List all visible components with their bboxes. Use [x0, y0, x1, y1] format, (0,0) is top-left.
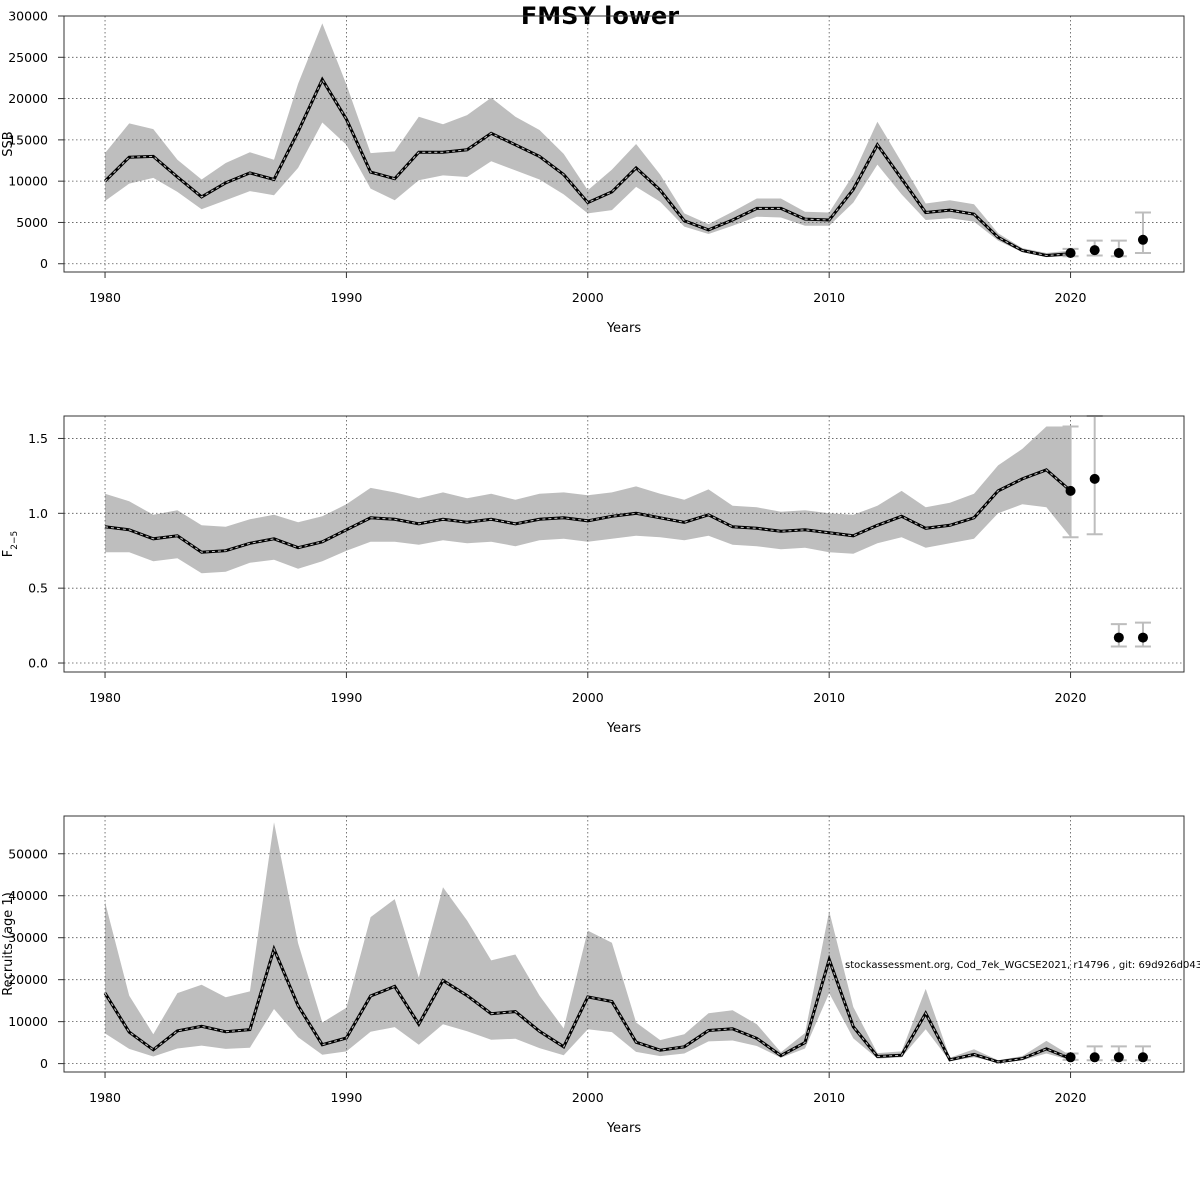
- ssb-xtick-label: 2020: [1055, 290, 1087, 305]
- fishing-mortality-forecast-point: [1113, 632, 1124, 643]
- fishing-mortality-ytick-label: 1.5: [28, 431, 48, 446]
- recruits-ytick-label: 40000: [8, 888, 48, 903]
- recruits-ytick-label: 20000: [8, 972, 48, 987]
- ssb-xtick-label: 2000: [572, 290, 604, 305]
- fishing-mortality-xaxis-label: Years: [606, 721, 642, 736]
- ssb-ytick-label: 0: [40, 256, 48, 271]
- ssb-xtick-label: 1980: [89, 290, 121, 305]
- fishing-mortality-estimate-line-overlay: [104, 469, 1071, 553]
- ssb-ytick-label: 30000: [8, 9, 48, 24]
- ssb-yaxis-label: SSB: [1, 131, 16, 156]
- fishing-mortality-plot-frame: [63, 415, 1185, 673]
- recruits-xtick-label: 1980: [89, 1090, 121, 1105]
- ssb-plot-frame: [63, 15, 1185, 273]
- ssb-forecast-point: [1089, 245, 1100, 256]
- ssb-forecast-point: [1113, 248, 1124, 259]
- ssb-xtick-label: 1990: [331, 290, 363, 305]
- ssb-xtick-label: 2010: [813, 290, 845, 305]
- recruits-forecast-point: [1113, 1052, 1124, 1063]
- fishing-mortality-forecast-point: [1065, 485, 1076, 496]
- recruits-ytick-label: 0: [40, 1056, 48, 1071]
- fishing-mortality-ytick-label: 1.0: [28, 506, 48, 521]
- fishing-mortality-xtick-label: 1980: [89, 690, 121, 705]
- ssb-panel: 1980 1990 2000 2010 2020 0 5000 10000 15000 20000…: [1, 9, 1185, 336]
- ssb-ytick-label: 5000: [16, 215, 48, 230]
- fishing-mortality-forecast-point: [1137, 632, 1148, 643]
- ssb-estimate-line-overlay: [104, 78, 1071, 257]
- recruits-confidence-band: [105, 822, 1071, 1063]
- recruitment-panel: 1980 1990 2000 2010 2020 0 10000 20000 30000 4000…: [1, 815, 1185, 1136]
- recruits-xtick-label: 2010: [813, 1090, 845, 1105]
- recruits-forecast-point: [1065, 1052, 1076, 1063]
- recruits-xtick-label: 1990: [331, 1090, 363, 1105]
- ssb-ytick-label: 10000: [8, 174, 48, 189]
- ssb-ytick-label: 15000: [8, 132, 48, 147]
- fishing-mortality-forecast-point: [1089, 473, 1100, 484]
- recruits-forecast-point: [1137, 1052, 1148, 1063]
- recruits-yaxis-label: Recruits (age 1): [1, 892, 16, 996]
- fishing-mortality-xtick-label: 2000: [572, 690, 604, 705]
- fishing-mortality-yaxis-label-subscript: 2−5: [10, 531, 20, 550]
- ssb-forecast-point: [1065, 248, 1076, 259]
- fishing-mortality-yaxis-label: F2−5: [1, 531, 20, 557]
- recruits-ytick-label: 50000: [8, 846, 48, 861]
- ssb-xaxis-label: Years: [606, 321, 642, 336]
- ssb-ytick-label: 20000: [8, 91, 48, 106]
- fishing-mortality-xtick-label: 2020: [1055, 690, 1087, 705]
- recruits-estimate-line-overlay: [104, 947, 1071, 1063]
- ssb-ytick-label: 25000: [8, 50, 48, 65]
- recruits-plot-frame: [63, 815, 1185, 1073]
- recruits-xaxis-label: Years: [606, 1121, 642, 1136]
- recruits-ytick-label: 30000: [8, 930, 48, 945]
- recruits-xtick-label: 2020: [1055, 1090, 1087, 1105]
- fishing-mortality-xtick-label: 2010: [813, 690, 845, 705]
- ssb-forecast-point: [1137, 234, 1148, 245]
- fishing-mortality-ytick-label: 0.0: [28, 656, 48, 671]
- fishing-mortality-panel: 1980 1990 2000 2010 2020 0.0 0.5 1.0 1.5 Years F2−…: [1, 415, 1185, 736]
- recruits-ytick-label: 10000: [8, 1014, 48, 1029]
- recruits-xtick-label: 2000: [572, 1090, 604, 1105]
- fishing-mortality-xtick-label: 1990: [331, 690, 363, 705]
- recruits-forecast-point: [1089, 1052, 1100, 1063]
- fishing-mortality-ytick-label: 0.5: [28, 581, 48, 596]
- credit-note: stockassessment.org, Cod_7ek_WGCSE2021, …: [845, 960, 1200, 971]
